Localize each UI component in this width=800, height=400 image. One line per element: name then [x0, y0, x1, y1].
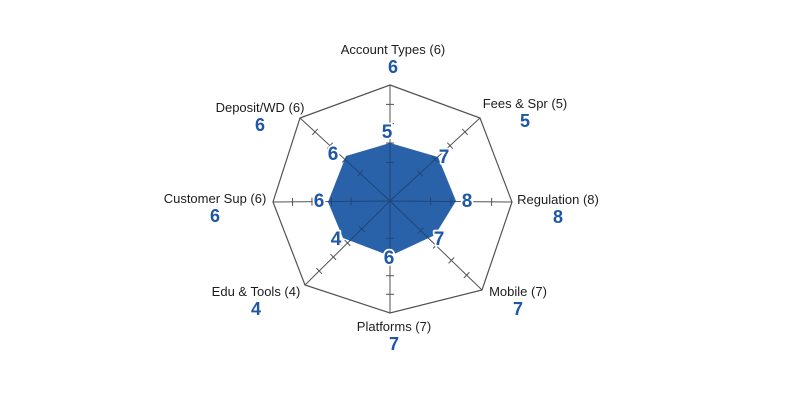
axis-label-block-regulation: Regulation (8) 8 — [517, 192, 599, 227]
radar-frame — [272, 84, 513, 314]
category-score: 7 — [512, 299, 524, 319]
category-label: Mobile (7) — [489, 284, 547, 299]
vertex-value-label: 4 — [331, 229, 342, 250]
category-score: 6 — [387, 57, 399, 77]
vertex-value-label: 6 — [384, 248, 395, 269]
axis-label-block-fees-spr: Fees & Spr (5) 5 — [483, 96, 568, 131]
vertex-value-label: 6 — [314, 191, 325, 212]
vertex-value-label: 7 — [439, 147, 450, 168]
category-label: Edu & Tools (4) — [211, 284, 301, 299]
axis-label-block-platforms: Platforms (7) 7 — [357, 319, 431, 354]
axis-label-block-deposit-wd: Deposit/WD (6) 6 — [216, 100, 305, 135]
category-score: 5 — [519, 111, 530, 131]
axis-label-block-customer-sup: Customer Sup (6) 6 — [164, 191, 267, 226]
category-score: 6 — [254, 115, 266, 135]
category-label: Regulation (8) — [517, 192, 599, 207]
axis-label-block-edu-tools: Edu & Tools (4) 4 — [212, 284, 301, 319]
vertex-value-label: 8 — [462, 191, 473, 212]
vertex-value-label: 5 — [382, 122, 393, 143]
category-label: Platforms (7) — [356, 319, 432, 334]
category-label: Account Types (6) — [340, 42, 446, 57]
axis-label-block-account-types: Account Types (6) 6 — [341, 42, 446, 77]
vertex-value-label: 6 — [328, 144, 339, 165]
radar-inner-axes — [328, 143, 456, 256]
category-score: 7 — [388, 334, 399, 354]
category-score: 8 — [552, 207, 563, 227]
category-label: Fees & Spr (5) — [482, 96, 568, 111]
vertex-value-label: 7 — [434, 229, 445, 250]
category-score: 6 — [209, 206, 220, 226]
axis-label-block-mobile: Mobile (7) 7 — [489, 284, 547, 319]
category-label: Customer Sup (6) — [163, 191, 267, 206]
category-score: 4 — [250, 299, 262, 319]
category-label: Deposit/WD (6) — [215, 100, 305, 115]
